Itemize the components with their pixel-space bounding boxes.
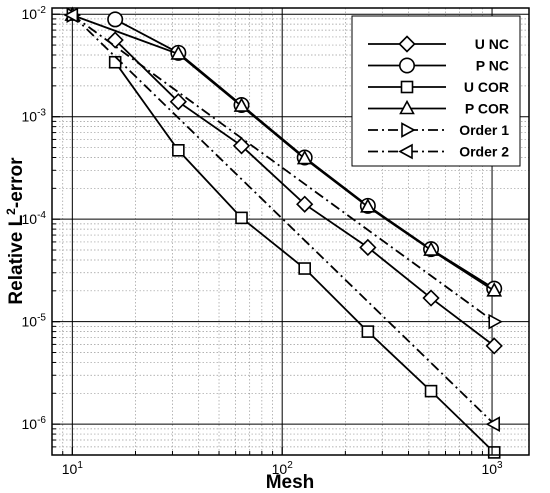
data-point-u-cor: [361, 325, 375, 338]
x-tick-label: 103: [481, 460, 503, 477]
legend-marker-u-cor: [400, 80, 414, 94]
x-axis-title: Mesh: [266, 472, 315, 493]
data-point-u-nc: [422, 289, 440, 307]
legend-label-order-1: Order 1: [459, 122, 509, 138]
data-point-u-nc: [232, 137, 251, 155]
legend-label-u-nc: U NC: [475, 36, 509, 52]
data-point-u-nc: [296, 195, 314, 213]
y-tick-exp: -5: [37, 313, 46, 324]
y-tick-base: 10: [22, 109, 38, 125]
x-tick-exp: 3: [497, 460, 503, 471]
y-tick-base: 10: [22, 416, 38, 432]
legend-item-order-1: Order 1: [368, 122, 509, 138]
data-point-p-cor: [486, 282, 503, 297]
data-point-u-cor: [298, 262, 311, 275]
data-point-u-cor: [487, 446, 501, 459]
legend-box: [351, 15, 521, 167]
data-point-p-cor: [233, 97, 250, 112]
legend-marker-u-nc: [398, 35, 416, 53]
y-tick-label: 10-3: [22, 108, 47, 125]
legend-item-u-cor: U COR: [368, 79, 509, 95]
y-tick-base: 10: [22, 6, 38, 22]
series-line-order-2: [71, 14, 495, 425]
series-line-order-1: [71, 14, 495, 323]
y-tick-exp: -4: [37, 210, 46, 221]
y-axis-title: Relative L2-error: [4, 157, 27, 305]
x-tick-label: 102: [272, 460, 294, 477]
series-u-nc: [106, 31, 503, 355]
data-point-p-nc: [107, 11, 124, 28]
plot-frame: [51, 7, 530, 456]
data-point-u-nc: [169, 93, 187, 111]
legend-item-u-nc: U NC: [368, 35, 509, 53]
x-tick-base: 10: [481, 461, 497, 477]
data-point-u-cor: [424, 384, 438, 398]
y-axis-title-tail: -error: [6, 157, 27, 208]
y-tick-exp: -2: [37, 5, 46, 16]
series-u-cor: [108, 55, 501, 459]
y-tick-label: 10-4: [22, 210, 47, 227]
data-point-u-nc: [359, 238, 377, 257]
axis-ticks: [51, 13, 493, 456]
data-point-u-nc: [485, 337, 503, 355]
legend-label-p-nc: P NC: [476, 58, 509, 74]
legend-items: U NC P NC U COR P COR Order 1 Order 2: [368, 35, 509, 160]
data-point-p-cor: [360, 198, 376, 213]
x-tick-exp: 1: [77, 460, 83, 471]
legend-label-order-2: Order 2: [459, 144, 509, 160]
y-tick-base: 10: [22, 211, 38, 227]
x-tick-exp: 2: [287, 460, 293, 471]
data-point-order-2: [63, 7, 79, 23]
series-layer: [63, 6, 503, 459]
x-tick-base: 10: [62, 461, 78, 477]
x-tick-base: 10: [272, 461, 288, 477]
data-point-p-cor: [296, 149, 313, 165]
legend-item-p-nc: P NC: [368, 57, 509, 74]
legend-item-p-cor: P COR: [368, 99, 509, 117]
data-point-u-cor: [172, 144, 185, 157]
data-point-p-cor: [423, 241, 439, 256]
y-tick-exp: -3: [37, 108, 46, 119]
legend-marker-p-cor: [399, 99, 415, 115]
legend: U NC P NC U COR P COR Order 1 Order 2: [351, 15, 521, 167]
legend-label-p-cor: P COR: [465, 101, 509, 117]
data-point-order-1: [488, 313, 503, 330]
series-order-2: [63, 7, 501, 432]
y-tick-exp: -6: [37, 415, 46, 426]
y-tick-label: 10-6: [22, 415, 47, 432]
data-point-u-cor: [108, 55, 122, 69]
legend-marker-order-1: [401, 122, 416, 138]
legend-label-u-cor: U COR: [464, 79, 509, 95]
legend-item-order-2: Order 2: [368, 144, 509, 160]
y-axis-title-sup: 2: [4, 208, 18, 215]
legend-marker-p-nc: [398, 57, 415, 74]
y-tick-label: 10-2: [22, 5, 47, 22]
y-axis-title-main: Relative L: [6, 214, 27, 304]
x-tick-label: 101: [62, 460, 84, 477]
legend-marker-order-2: [398, 143, 413, 160]
y-tick-base: 10: [22, 314, 38, 330]
data-point-p-cor: [170, 45, 187, 60]
data-point-order-2: [485, 416, 501, 432]
data-point-u-cor: [235, 211, 248, 225]
y-tick-label: 10-5: [22, 313, 47, 330]
